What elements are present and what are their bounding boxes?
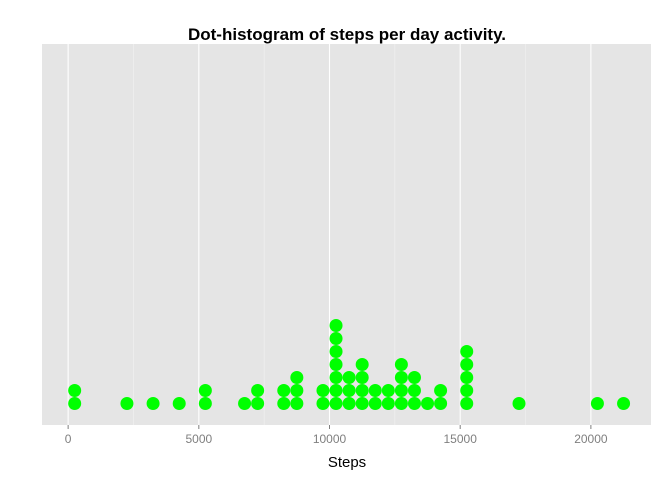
data-dot: [355, 358, 369, 371]
x-axis-title: Steps: [328, 454, 366, 471]
data-dot: [460, 358, 474, 371]
data-dot: [355, 397, 369, 410]
data-dot: [460, 345, 474, 358]
data-dot: [277, 384, 291, 397]
data-dot: [120, 397, 134, 410]
chart-title: Dot-histogram of steps per day activity.: [188, 25, 506, 44]
data-dot: [198, 384, 212, 397]
data-dot: [512, 397, 526, 410]
data-dot: [329, 384, 343, 397]
grid-lines: [67, 44, 592, 425]
x-tick-label: 5000: [185, 432, 212, 446]
data-dot: [407, 397, 421, 410]
data-dot: [329, 358, 343, 371]
data-dot: [381, 384, 395, 397]
data-dot: [68, 397, 82, 410]
data-dot: [355, 384, 369, 397]
x-tick-label: 10000: [313, 432, 347, 446]
data-dot: [394, 384, 408, 397]
data-dot: [434, 397, 448, 410]
data-dot: [290, 384, 304, 397]
data-dot: [407, 384, 421, 397]
data-dot: [342, 397, 356, 410]
data-dot: [251, 384, 265, 397]
data-dot: [460, 371, 474, 384]
data-dot: [590, 397, 604, 410]
x-tick-label: 0: [65, 432, 72, 446]
data-dot: [355, 371, 369, 384]
data-dot: [198, 397, 212, 410]
data-dot: [434, 384, 448, 397]
data-dot: [394, 397, 408, 410]
data-dot: [329, 345, 343, 358]
data-dot: [460, 384, 474, 397]
data-dot: [251, 397, 265, 410]
data-dot: [68, 384, 82, 397]
data-dot: [329, 371, 343, 384]
data-dot: [342, 384, 356, 397]
data-dot: [290, 371, 304, 384]
data-dot: [172, 397, 186, 410]
data-dot: [329, 332, 343, 345]
data-dot: [238, 397, 252, 410]
data-dot: [277, 397, 291, 410]
data-dot: [421, 397, 435, 410]
data-dot: [329, 319, 343, 332]
data-dot: [381, 397, 395, 410]
data-dot: [368, 397, 382, 410]
plot-panel: [42, 44, 651, 425]
data-dot: [394, 371, 408, 384]
data-dot: [146, 397, 160, 410]
data-dot: [394, 358, 408, 371]
x-tick-label: 20000: [574, 432, 608, 446]
data-dot: [617, 397, 631, 410]
x-tick-label: 15000: [444, 432, 478, 446]
data-dot: [316, 397, 330, 410]
data-dot: [329, 397, 343, 410]
data-dot: [290, 397, 304, 410]
data-dot: [342, 371, 356, 384]
x-axis-ticks: 0 5000 10000 15000 20000: [65, 425, 608, 446]
data-dot: [368, 384, 382, 397]
data-dot: [316, 384, 330, 397]
dots-layer: [68, 319, 631, 410]
data-dot: [460, 397, 474, 410]
data-dot: [407, 371, 421, 384]
